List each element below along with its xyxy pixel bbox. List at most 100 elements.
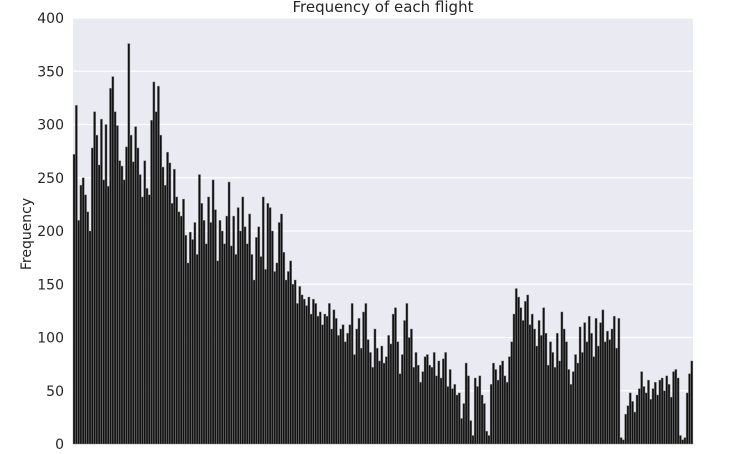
bar [250, 254, 254, 445]
bar [118, 160, 122, 445]
bar [592, 356, 596, 445]
bar [364, 303, 368, 445]
bar [161, 166, 165, 445]
bar [419, 381, 422, 445]
bar [129, 134, 133, 445]
bar [220, 230, 224, 445]
bar [539, 335, 543, 445]
bar [353, 354, 356, 445]
bar [492, 362, 495, 445]
bar [266, 203, 270, 445]
bar [681, 439, 685, 445]
bar [410, 328, 413, 445]
bar [127, 43, 131, 445]
bar [143, 160, 147, 445]
bar [396, 341, 400, 445]
bar [255, 237, 258, 445]
bar [168, 162, 172, 445]
bar [291, 283, 295, 445]
bar [225, 215, 229, 445]
bar [658, 379, 662, 445]
y-tick-label: 250 [37, 171, 64, 187]
bar [615, 347, 618, 445]
bar [282, 252, 286, 445]
bar [624, 413, 628, 445]
bar [373, 328, 377, 445]
bar [471, 435, 475, 445]
bar [223, 243, 226, 445]
bar [214, 209, 217, 445]
bars [72, 43, 694, 445]
bar [533, 328, 536, 445]
bar [585, 341, 589, 445]
bar [120, 165, 124, 445]
bar [207, 196, 210, 445]
bar [100, 118, 103, 445]
bar [400, 354, 404, 445]
bar [448, 369, 452, 445]
bar [553, 367, 557, 445]
bar [562, 328, 566, 445]
bar [653, 381, 657, 445]
bar [590, 332, 593, 445]
bar [451, 388, 454, 445]
bar [243, 226, 247, 445]
y-tick-label: 50 [46, 384, 64, 400]
bar [690, 360, 694, 445]
bar [334, 318, 338, 445]
bar [337, 335, 340, 445]
bar [394, 307, 397, 445]
bar [355, 328, 359, 445]
bar [330, 328, 334, 445]
bar [421, 371, 425, 445]
bar [610, 328, 614, 445]
bar [300, 294, 304, 445]
y-tick-label: 0 [55, 437, 64, 453]
bar [74, 105, 78, 445]
bar [252, 279, 256, 445]
bar [248, 213, 251, 445]
bar [166, 151, 169, 445]
bar [660, 377, 664, 445]
bar [619, 437, 623, 445]
bar [649, 398, 653, 445]
bar [84, 194, 87, 445]
bar [423, 356, 427, 445]
bar [444, 352, 448, 445]
bar [152, 81, 156, 445]
bar [384, 356, 388, 445]
bar [204, 243, 208, 445]
bar [271, 230, 274, 445]
bar [234, 254, 238, 445]
bar [90, 147, 94, 445]
bar [651, 388, 655, 445]
bar [535, 345, 539, 445]
bar [182, 198, 185, 445]
bar [131, 161, 135, 445]
bar [469, 420, 473, 445]
bar [236, 207, 240, 445]
bar [514, 288, 518, 445]
bar [232, 215, 236, 445]
bar [414, 352, 418, 445]
bar [501, 360, 504, 445]
bar [594, 318, 598, 445]
bar [544, 332, 548, 445]
bar [357, 318, 361, 445]
bar [560, 311, 564, 445]
bar [191, 239, 194, 445]
bar [473, 377, 477, 445]
bar [581, 352, 584, 445]
bar [134, 126, 138, 445]
bar [195, 254, 199, 445]
bar [163, 184, 167, 445]
bar [637, 388, 641, 445]
bar [369, 352, 372, 445]
bar [136, 147, 140, 445]
bar [362, 311, 365, 445]
bar [578, 326, 582, 445]
bar [277, 222, 281, 445]
bar [596, 345, 600, 445]
bar [102, 179, 106, 445]
y-tick-label: 100 [37, 331, 64, 347]
